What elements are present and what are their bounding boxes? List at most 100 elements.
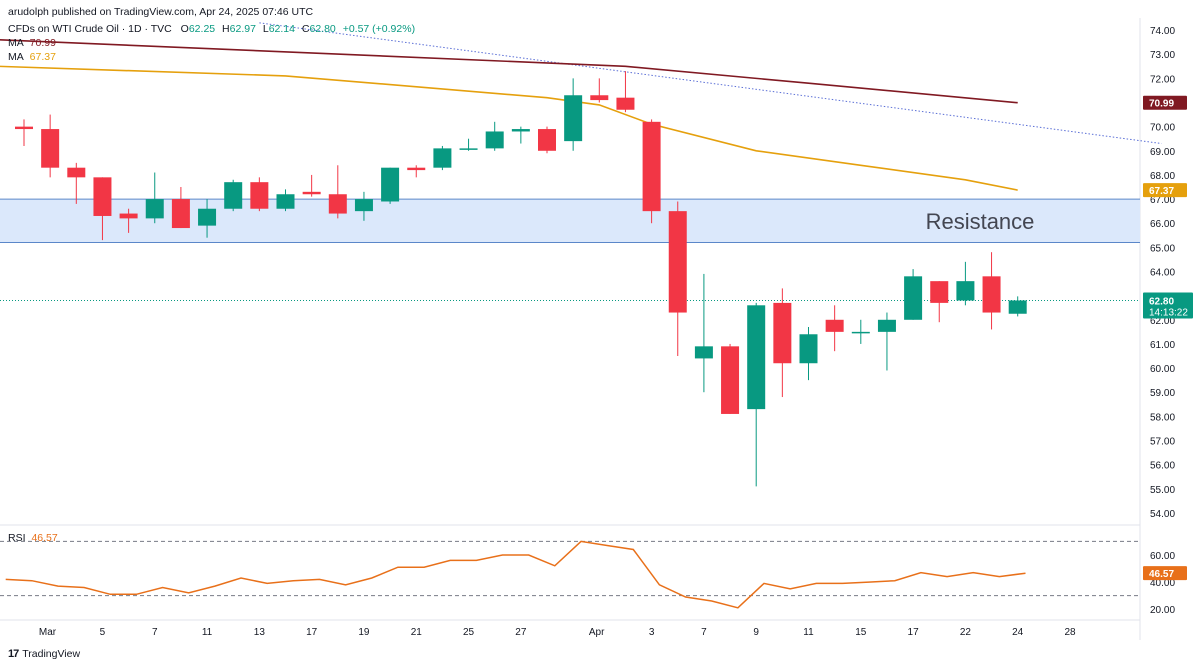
candle-body <box>721 346 740 414</box>
price-badge <box>1143 183 1187 198</box>
y-tick-label: 69.00 <box>1150 147 1175 158</box>
ohlc-high: 62.97 <box>229 23 256 35</box>
candle-body <box>616 97 635 110</box>
y-tick-label: 62.00 <box>1150 316 1175 327</box>
candle-body <box>433 148 452 168</box>
y-tick-label: 54.00 <box>1150 509 1175 520</box>
rsi-label: RSI <box>8 532 26 544</box>
trendline <box>259 22 1162 145</box>
candle-body <box>198 208 217 226</box>
x-tick-label: 5 <box>100 627 106 638</box>
x-tick-label: 3 <box>649 627 655 638</box>
publish-text: arudolph published on TradingView.com, A… <box>8 6 314 18</box>
candle-body <box>982 276 1001 313</box>
y-tick-label: 64.00 <box>1150 268 1175 279</box>
x-tick-label: 9 <box>753 627 759 638</box>
candle-body <box>250 182 269 209</box>
candle-body <box>694 346 713 359</box>
candle-body <box>171 199 190 229</box>
publish-info: arudolph published on TradingView.com, A… <box>8 6 313 18</box>
candle-body <box>459 148 478 150</box>
rsi-y-tick-label: 40.00 <box>1150 578 1175 589</box>
x-tick-label: Mar <box>39 627 57 638</box>
x-tick-label: 22 <box>960 627 972 638</box>
x-tick-label: 11 <box>202 627 213 638</box>
candle-body <box>747 305 766 410</box>
candle-body <box>67 167 86 178</box>
candle-body <box>877 319 896 332</box>
price-badge-label: 67.37 <box>1149 186 1174 197</box>
candle-body <box>956 281 975 301</box>
candle-body <box>41 129 60 168</box>
price-badge-label: 70.99 <box>1149 99 1174 110</box>
last-price-badge <box>1143 292 1193 319</box>
symbol-name: CFDs on WTI Crude Oil · 1D · TVC <box>8 23 172 35</box>
y-tick-label: 57.00 <box>1150 437 1175 448</box>
candle-body <box>407 167 426 171</box>
x-tick-label: 19 <box>358 627 370 638</box>
x-tick-label: Apr <box>589 627 605 638</box>
candle-body <box>485 131 504 149</box>
ma1-label: MA <box>8 37 24 49</box>
y-tick-label: 59.00 <box>1150 388 1175 399</box>
candle-body <box>642 121 661 212</box>
x-tick-label: 11 <box>803 627 814 638</box>
rsi-legend[interactable]: RSI 46.57 <box>8 532 58 544</box>
y-tick-label: 70.00 <box>1150 123 1175 134</box>
rsi-line <box>5 540 1026 609</box>
candle-body <box>564 95 583 142</box>
candle-body <box>511 129 530 132</box>
candle-body <box>15 126 33 130</box>
ma1-value: 70.99 <box>29 37 56 49</box>
y-tick-label: 66.00 <box>1150 219 1175 230</box>
symbol-legend[interactable]: CFDs on WTI Crude Oil · 1D · TVC O62.25 … <box>8 23 415 35</box>
candle-body <box>538 129 556 151</box>
ma2-legend[interactable]: MA 67.37 <box>8 51 56 63</box>
candle-body <box>799 334 818 364</box>
candle-body <box>328 194 347 214</box>
ohlc-open: 62.25 <box>188 23 216 35</box>
y-tick-label: 67.00 <box>1150 195 1175 206</box>
resistance-label: Resistance <box>926 209 1035 234</box>
tv-logo-icon: 17 <box>8 648 19 660</box>
ohlc-low-label: L <box>262 23 269 35</box>
ma2-label: MA <box>8 51 24 63</box>
rsi-legend-value: 46.57 <box>31 532 58 544</box>
x-tick-label: 21 <box>411 627 423 638</box>
footer-brand[interactable]: 17 TradingView <box>8 648 80 660</box>
resistance-zone <box>0 199 1140 243</box>
ohlc-high-label: H <box>222 23 230 35</box>
candle-body <box>119 213 138 219</box>
y-tick-label: 61.00 <box>1150 340 1175 351</box>
ma-long-line <box>0 38 1018 104</box>
brand-name: TradingView <box>22 648 81 660</box>
ohlc-close-label: C <box>301 23 310 35</box>
last-price-value: 62.80 <box>1149 296 1174 307</box>
candle-body <box>773 302 792 364</box>
candle-body <box>930 281 949 303</box>
candle-body <box>904 276 923 320</box>
y-tick-label: 65.00 <box>1150 243 1175 254</box>
candle-body <box>224 182 243 209</box>
y-tick-label: 58.00 <box>1150 412 1175 423</box>
candle-body <box>590 95 609 101</box>
rsi-value-badge <box>1143 566 1187 581</box>
rsi-y-tick-label: 20.00 <box>1150 605 1175 616</box>
candle-body <box>381 167 400 202</box>
y-tick-label: 68.00 <box>1150 171 1175 182</box>
candle-body <box>354 199 373 212</box>
ma-short-line <box>0 65 1018 191</box>
ohlc-open-label: O <box>180 23 189 35</box>
ma2-value: 67.37 <box>29 51 56 63</box>
y-tick-label: 72.00 <box>1150 74 1175 85</box>
ma1-legend[interactable]: MA 70.99 <box>8 37 56 49</box>
x-tick-label: 13 <box>254 627 266 638</box>
ohlc-close: 62.80 <box>309 23 336 35</box>
x-tick-label: 28 <box>1064 627 1076 638</box>
candle-body <box>668 211 687 313</box>
x-tick-label: 17 <box>908 627 920 638</box>
y-tick-label: 55.00 <box>1150 485 1175 496</box>
candle-body <box>276 194 295 209</box>
x-tick-label: 15 <box>855 627 867 638</box>
